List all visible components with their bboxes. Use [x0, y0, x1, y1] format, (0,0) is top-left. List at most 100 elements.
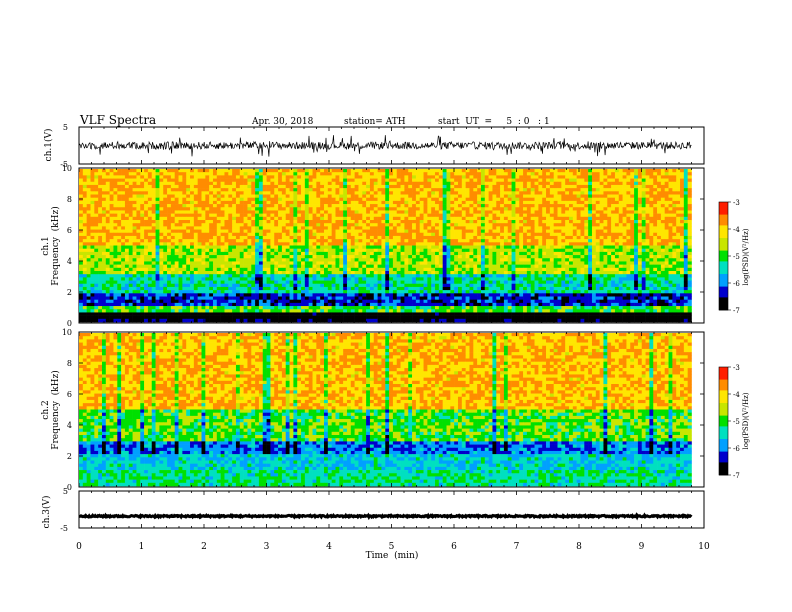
spectrogram-cell [503, 200, 509, 205]
spectrogram-cell [423, 200, 428, 205]
spectrogram-cell [235, 258, 241, 262]
spectrogram-cell [128, 242, 133, 246]
spectrogram-cell [186, 255, 191, 259]
spectrogram-cell [212, 255, 218, 259]
spectrogram-cell [274, 235, 279, 240]
spectrogram-cell [335, 191, 340, 195]
spectrogram-cell [266, 178, 271, 183]
spectrogram-cell [591, 264, 597, 269]
spectrogram-cell [645, 194, 650, 198]
spectrogram-cell [634, 223, 639, 227]
spectrogram-cell [676, 258, 681, 262]
spectrogram-cell [124, 210, 130, 214]
spectrogram-cell [90, 251, 95, 256]
spectrogram-cell [209, 226, 214, 230]
spectrogram-cell [392, 251, 398, 256]
spectrogram-cell [216, 232, 221, 237]
spectrogram-cell [369, 216, 375, 221]
spectrogram-cell [228, 188, 233, 192]
spectrogram-cell [657, 239, 662, 243]
spectrogram-cell [281, 242, 287, 246]
spectrogram-cell [492, 223, 497, 227]
spectrogram-cell [446, 210, 451, 214]
spectrogram-cell [151, 178, 156, 183]
spectrogram-cell [446, 188, 451, 192]
spectrogram-cell [477, 255, 482, 259]
spectrogram-cell [140, 232, 145, 237]
spectrogram-cell [167, 200, 172, 205]
spectrogram-cell [297, 232, 302, 237]
spectrogram-cell [136, 229, 141, 234]
spectrogram-cell [419, 169, 424, 173]
spectrogram-cell [350, 223, 355, 227]
spectrogram-cell [412, 229, 417, 234]
spectrogram-cell [392, 258, 398, 262]
spectrogram-cell [423, 184, 428, 189]
spectrogram-cell [94, 175, 99, 179]
spectrogram-cell [86, 204, 91, 208]
spectrogram-cell [385, 184, 390, 189]
spectrogram-cell [124, 197, 130, 202]
spectrogram-cell [343, 216, 348, 221]
spectrogram-cell [446, 216, 451, 221]
spectrogram-cell [603, 175, 608, 179]
spectrogram-cell [362, 235, 367, 240]
spectrogram-cell [553, 184, 558, 189]
spectrogram-cell [343, 235, 348, 240]
spectrogram-cell [668, 197, 673, 202]
spectrogram-cell [389, 175, 394, 179]
spectrogram-cell [484, 175, 489, 179]
spectrogram-cell [381, 184, 386, 189]
spectrogram-cell [591, 261, 597, 265]
spectrogram-cell [404, 207, 409, 211]
spectrogram-cell [366, 226, 371, 230]
spectrogram-cell [362, 210, 367, 214]
spectrogram-cell [389, 178, 394, 183]
spectrogram-cell [308, 245, 313, 249]
spectrogram-cell [534, 245, 539, 249]
spectrogram-cell [676, 188, 681, 192]
spectrogram-cell [167, 178, 172, 183]
spectrogram-cell [461, 248, 466, 253]
spectrogram-cell [431, 242, 436, 246]
spectrogram-cell [266, 223, 271, 227]
spectrogram-cell [549, 220, 554, 224]
spectrogram-cell [186, 245, 191, 249]
spectrogram-cell [90, 245, 95, 249]
spectrogram-cell [549, 255, 554, 259]
spectrogram-cell [274, 245, 279, 249]
spectrogram-cell [167, 251, 172, 256]
spectrogram-cell [346, 229, 352, 234]
spectrogram-cell [618, 210, 623, 214]
spectrogram-cell [197, 169, 202, 173]
spectrogram-cell [301, 258, 306, 262]
spectrogram-cell [201, 232, 206, 237]
spectrogram-cell [542, 200, 547, 205]
spectrogram-cell [385, 229, 390, 234]
spectrogram-cell [519, 232, 524, 237]
spectrogram-cell [128, 235, 133, 240]
spectrogram-cell [561, 169, 566, 173]
spectrogram-cell [584, 216, 589, 221]
spectrogram-cell [155, 169, 160, 173]
spectrogram-cell [557, 216, 562, 221]
spectrogram-cell [251, 242, 256, 246]
spectrogram-cell [346, 226, 352, 230]
spectrogram-cell [346, 172, 352, 176]
spectrogram-cell [86, 194, 91, 198]
spectrogram-cell [519, 213, 524, 218]
spectrogram-cell [687, 172, 692, 176]
spectrogram-cell [304, 184, 309, 189]
spectrogram-cell [641, 242, 646, 246]
spectrogram-cell [343, 223, 348, 227]
spectrogram-cell [515, 213, 520, 218]
spectrogram-cell [404, 251, 409, 256]
spectrogram-cell [320, 216, 325, 221]
spectrogram-cell [140, 169, 145, 173]
spectrogram-cell [113, 184, 118, 189]
spectrogram-cell [293, 204, 298, 208]
spectrogram-cell [235, 181, 241, 186]
spectrogram-cell [660, 197, 666, 202]
spectrogram-cell [358, 172, 363, 176]
spectrogram-cell [412, 204, 417, 208]
